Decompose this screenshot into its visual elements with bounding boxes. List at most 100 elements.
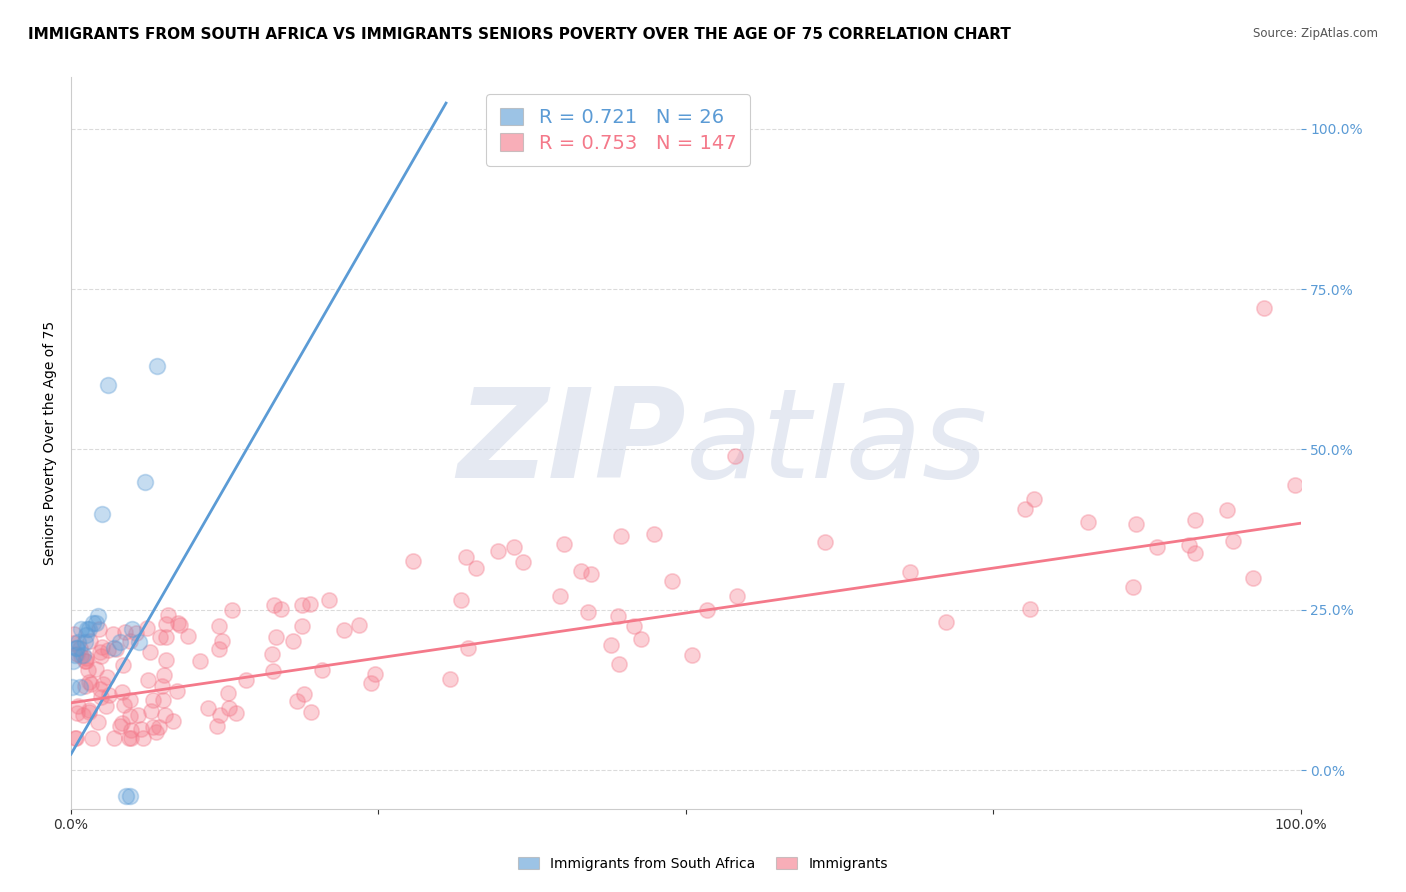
Point bbox=[292, 687, 315, 701]
Point bbox=[65, 731, 87, 745]
Point bbox=[77, 705, 100, 719]
Point bbox=[1146, 541, 1168, 555]
Point bbox=[87, 622, 110, 636]
Point bbox=[89, 645, 111, 659]
Point bbox=[103, 641, 125, 656]
Point bbox=[290, 618, 312, 632]
Text: IMMIGRANTS FROM SOUTH AFRICA VS IMMIGRANTS SENIORS POVERTY OVER THE AGE OF 75 CO: IMMIGRANTS FROM SOUTH AFRICA VS IMMIGRAN… bbox=[28, 27, 1011, 42]
Point bbox=[298, 597, 321, 611]
Point bbox=[643, 526, 665, 541]
Point bbox=[439, 672, 461, 686]
Point bbox=[285, 694, 308, 708]
Point bbox=[70, 622, 93, 636]
Point bbox=[136, 673, 159, 687]
Point bbox=[148, 720, 170, 734]
Point bbox=[569, 564, 592, 578]
Point bbox=[600, 638, 623, 652]
Point bbox=[139, 645, 162, 659]
Point bbox=[169, 618, 191, 632]
Point bbox=[1184, 546, 1206, 560]
Point bbox=[120, 731, 142, 745]
Point bbox=[360, 675, 382, 690]
Point bbox=[75, 651, 97, 665]
Point bbox=[208, 619, 231, 633]
Text: atlas: atlas bbox=[686, 383, 988, 504]
Point bbox=[146, 359, 169, 373]
Point bbox=[465, 561, 488, 575]
Point bbox=[66, 706, 89, 720]
Point bbox=[1222, 534, 1244, 549]
Point bbox=[553, 536, 575, 550]
Point bbox=[63, 648, 86, 662]
Point bbox=[262, 664, 284, 678]
Point bbox=[65, 641, 87, 656]
Point bbox=[1253, 301, 1275, 316]
Point bbox=[112, 698, 135, 712]
Point bbox=[73, 679, 96, 693]
Point bbox=[60, 680, 83, 694]
Point bbox=[69, 680, 91, 694]
Point bbox=[94, 698, 117, 713]
Legend: Immigrants from South Africa, Immigrants: Immigrants from South Africa, Immigrants bbox=[513, 851, 893, 876]
Point bbox=[90, 690, 112, 705]
Point bbox=[576, 605, 599, 619]
Point bbox=[579, 566, 602, 581]
Point bbox=[218, 701, 240, 715]
Point bbox=[457, 641, 479, 656]
Point bbox=[935, 615, 957, 629]
Point bbox=[121, 622, 143, 636]
Point bbox=[450, 592, 472, 607]
Point bbox=[1076, 516, 1098, 530]
Point bbox=[1241, 571, 1264, 585]
Point bbox=[548, 589, 571, 603]
Point bbox=[512, 555, 534, 569]
Point bbox=[155, 616, 177, 631]
Point bbox=[87, 609, 110, 624]
Point bbox=[814, 535, 837, 549]
Point bbox=[661, 574, 683, 589]
Point bbox=[607, 608, 630, 623]
Point bbox=[75, 654, 97, 668]
Point bbox=[402, 554, 425, 568]
Point bbox=[66, 648, 89, 662]
Point bbox=[69, 640, 91, 655]
Point bbox=[118, 709, 141, 723]
Text: ZIP: ZIP bbox=[457, 383, 686, 504]
Point bbox=[299, 705, 322, 719]
Point bbox=[291, 598, 314, 612]
Point bbox=[63, 627, 86, 641]
Point bbox=[217, 686, 239, 700]
Point bbox=[134, 475, 156, 489]
Point bbox=[155, 630, 177, 644]
Point bbox=[205, 719, 228, 733]
Point bbox=[72, 648, 94, 662]
Text: Source: ZipAtlas.com: Source: ZipAtlas.com bbox=[1253, 27, 1378, 40]
Point bbox=[152, 693, 174, 707]
Point bbox=[162, 714, 184, 728]
Point bbox=[67, 699, 90, 714]
Point bbox=[72, 708, 94, 723]
Point bbox=[681, 648, 703, 662]
Point bbox=[120, 723, 142, 737]
Point bbox=[155, 653, 177, 667]
Point bbox=[486, 543, 509, 558]
Point bbox=[66, 641, 89, 656]
Point bbox=[150, 679, 173, 693]
Point bbox=[86, 662, 108, 676]
Point bbox=[1184, 513, 1206, 527]
Point bbox=[90, 507, 112, 521]
Point bbox=[211, 634, 233, 648]
Point bbox=[696, 603, 718, 617]
Point bbox=[318, 593, 340, 607]
Point bbox=[610, 529, 633, 543]
Point bbox=[110, 685, 132, 699]
Point bbox=[80, 731, 103, 745]
Point bbox=[97, 378, 120, 392]
Point bbox=[630, 632, 652, 647]
Point bbox=[77, 703, 100, 717]
Point bbox=[333, 623, 356, 637]
Point bbox=[118, 634, 141, 648]
Point bbox=[128, 635, 150, 649]
Point bbox=[118, 789, 141, 803]
Point bbox=[86, 714, 108, 729]
